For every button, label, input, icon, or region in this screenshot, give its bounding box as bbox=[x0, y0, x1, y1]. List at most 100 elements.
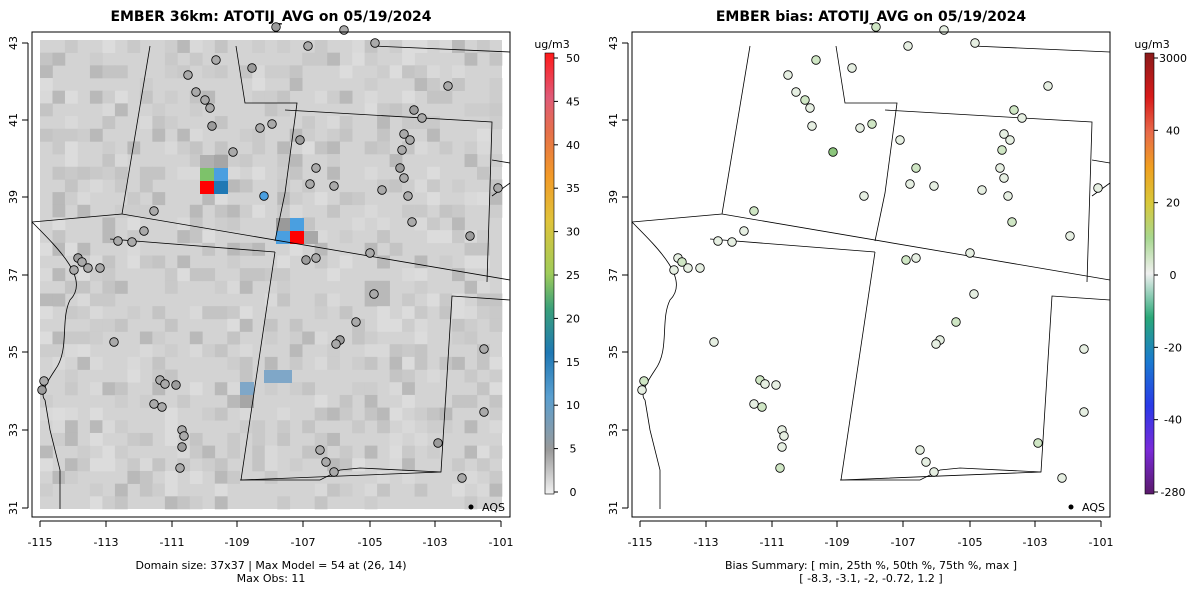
station-marker bbox=[901, 255, 911, 265]
model-grid-cell bbox=[227, 445, 241, 459]
model-grid-cell bbox=[114, 394, 128, 408]
model-grid-cell bbox=[264, 445, 278, 459]
model-grid-cell bbox=[127, 432, 141, 446]
right-colorbar-unit: ug/m3 bbox=[1134, 38, 1169, 51]
model-grid-cell bbox=[264, 470, 278, 484]
left-colorbar-tick-label: 10 bbox=[566, 399, 580, 412]
station-marker bbox=[295, 135, 305, 145]
model-grid-cell bbox=[102, 268, 116, 282]
station-marker bbox=[113, 236, 123, 246]
model-grid-cell bbox=[40, 458, 53, 472]
model-grid-cell bbox=[439, 40, 453, 53]
model-grid-cell bbox=[402, 116, 415, 130]
station-marker bbox=[771, 380, 781, 390]
model-grid-cell bbox=[402, 52, 415, 66]
station-marker bbox=[828, 147, 838, 157]
model-grid-cell bbox=[177, 217, 191, 231]
right-y-tick-label: 31 bbox=[607, 501, 620, 515]
station-marker bbox=[999, 173, 1009, 183]
model-grid-cell bbox=[40, 78, 53, 92]
model-grid-cell bbox=[477, 356, 490, 370]
state-border-line bbox=[709, 238, 876, 253]
model-grid-cell bbox=[164, 483, 178, 497]
model-grid-cell bbox=[314, 306, 328, 320]
model-grid-cell bbox=[189, 445, 203, 459]
right-x-tick-label: -107 bbox=[891, 536, 916, 549]
state-border-line bbox=[235, 45, 290, 104]
right-colorbar-ticks: -280 -40 -20 0 20 40 3000 bbox=[1154, 52, 1187, 499]
model-grid-cell bbox=[414, 280, 428, 294]
model-grid-cell bbox=[252, 90, 266, 104]
model-grid-cell bbox=[189, 141, 203, 155]
model-grid-cell bbox=[389, 179, 403, 193]
station-marker bbox=[859, 191, 869, 201]
model-grid-cell bbox=[114, 166, 128, 180]
model-grid-cell bbox=[139, 344, 153, 358]
model-grid-cell bbox=[102, 293, 116, 307]
model-grid-cell bbox=[439, 407, 453, 421]
model-grid-cell bbox=[452, 331, 465, 345]
model-grid-cell bbox=[477, 306, 490, 320]
model-grid-cell bbox=[477, 483, 490, 497]
model-grid-cell bbox=[377, 230, 390, 244]
station-marker bbox=[127, 237, 137, 247]
model-grid-cell bbox=[139, 470, 153, 484]
model-grid-cell bbox=[252, 432, 266, 446]
state-border-line bbox=[884, 109, 1093, 283]
right-x-tick-label: -103 bbox=[1023, 536, 1048, 549]
model-grid-cell bbox=[77, 445, 91, 459]
model-grid-cell bbox=[189, 268, 203, 282]
left-y-tick-label: 41 bbox=[7, 113, 20, 127]
model-grid-cell bbox=[189, 432, 203, 446]
model-grid-cell bbox=[289, 458, 303, 472]
model-grid-cell bbox=[427, 230, 440, 244]
station-marker bbox=[749, 206, 759, 216]
model-grid-cell bbox=[64, 306, 78, 320]
model-grid-cell bbox=[302, 382, 316, 396]
right-plot-area bbox=[631, 22, 1111, 518]
state-border-line bbox=[835, 45, 890, 104]
model-grid-cell bbox=[402, 344, 415, 358]
model-grid-cell bbox=[464, 103, 478, 117]
model-grid-cell bbox=[439, 141, 453, 155]
model-grid-cell bbox=[352, 458, 365, 472]
model-grid-cell bbox=[377, 280, 390, 294]
station-marker bbox=[311, 163, 321, 173]
model-grid-cell bbox=[477, 40, 490, 53]
model-grid-cell bbox=[364, 90, 378, 104]
right-map-title: EMBER bias: ATOTIJ_AVG on 05/19/2024 bbox=[716, 9, 1027, 25]
model-grid-cell bbox=[489, 204, 503, 218]
model-grid-cell bbox=[427, 369, 440, 383]
model-grid-cell bbox=[314, 40, 328, 53]
state-borders bbox=[631, 45, 1111, 509]
station-marker bbox=[800, 95, 810, 105]
model-grid-cell bbox=[464, 394, 478, 408]
model-grid-cell bbox=[152, 356, 166, 370]
state-border-line bbox=[840, 467, 1042, 481]
model-grid-cell bbox=[177, 141, 191, 155]
model-grid-cell bbox=[214, 470, 228, 484]
model-grid-cell bbox=[102, 90, 116, 104]
station-marker bbox=[365, 248, 375, 258]
model-grid-cell bbox=[214, 280, 228, 294]
model-grid-cell bbox=[127, 141, 141, 155]
model-grid-cell bbox=[114, 318, 128, 332]
model-grid-cell bbox=[164, 344, 178, 358]
model-grid-cell bbox=[364, 204, 378, 218]
model-grid-cell bbox=[264, 356, 278, 370]
model-grid-cell bbox=[152, 306, 166, 320]
model-grid-cell bbox=[327, 204, 340, 218]
model-grid-cell bbox=[389, 103, 403, 117]
station-marker bbox=[228, 147, 238, 157]
station-marker bbox=[331, 339, 341, 349]
model-grid-cell bbox=[252, 141, 266, 155]
model-grid-cell bbox=[227, 166, 241, 180]
model-grid-cell bbox=[214, 344, 228, 358]
model-grid-cell bbox=[377, 116, 390, 130]
model-grid-cell bbox=[164, 369, 178, 383]
station-marker bbox=[911, 253, 921, 263]
model-grid-cell bbox=[377, 483, 390, 497]
station-marker bbox=[1079, 407, 1089, 417]
model-grid-cell bbox=[239, 242, 253, 256]
